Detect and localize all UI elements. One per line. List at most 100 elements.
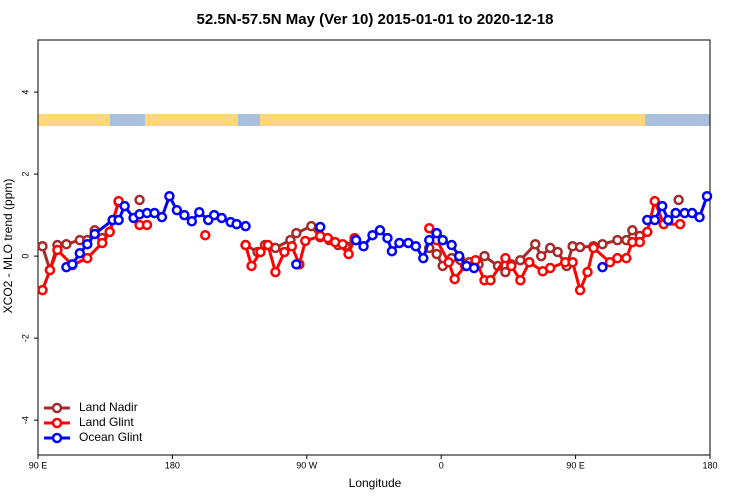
point <box>149 207 160 219</box>
point <box>374 225 386 236</box>
point <box>231 218 242 230</box>
point <box>262 239 274 251</box>
point <box>530 238 541 250</box>
point <box>382 232 393 244</box>
point <box>649 195 660 207</box>
point <box>673 194 684 206</box>
point <box>300 235 311 247</box>
point <box>701 190 713 202</box>
plot-frame <box>37 39 711 456</box>
point <box>634 236 646 248</box>
point <box>186 216 198 227</box>
point <box>642 226 653 238</box>
legend-marker <box>51 402 63 414</box>
point <box>286 241 298 252</box>
point <box>410 241 422 252</box>
point <box>424 222 435 234</box>
point <box>270 266 281 278</box>
legend-label: Land Nadir <box>79 400 138 414</box>
point <box>627 225 638 236</box>
x-tick-label: 90 E <box>29 460 48 470</box>
legend-label: Land Glint <box>79 415 134 429</box>
point <box>612 234 623 246</box>
point <box>386 245 398 257</box>
point <box>67 259 78 270</box>
point <box>431 248 442 260</box>
point <box>164 190 175 202</box>
point <box>588 242 599 254</box>
point <box>582 266 593 278</box>
point <box>424 234 435 246</box>
y-tick-label: -4 <box>20 416 30 424</box>
point <box>453 250 465 262</box>
point <box>485 275 496 286</box>
point <box>141 219 153 231</box>
point <box>240 220 251 232</box>
point <box>194 206 205 218</box>
point <box>240 239 251 251</box>
point <box>52 244 63 256</box>
point <box>431 227 442 239</box>
point <box>82 238 93 250</box>
point <box>506 260 517 272</box>
point <box>536 250 547 262</box>
point <box>612 252 623 264</box>
point <box>367 229 378 241</box>
point <box>500 252 511 264</box>
point <box>574 284 586 296</box>
y-tick-label: -2 <box>20 334 30 342</box>
y-tick-label: 4 <box>20 90 30 95</box>
point <box>255 246 266 258</box>
point <box>394 237 405 249</box>
point <box>134 194 145 206</box>
point <box>515 275 526 286</box>
point <box>113 214 124 226</box>
point <box>156 211 168 223</box>
point <box>337 238 348 250</box>
point <box>37 241 48 252</box>
point <box>216 212 227 224</box>
x-tick-label: 90 E <box>566 460 585 470</box>
point <box>279 246 290 258</box>
point <box>446 239 457 251</box>
point <box>44 264 56 276</box>
point <box>82 252 93 264</box>
point <box>656 200 668 212</box>
point <box>350 234 362 246</box>
y-tick-label: 2 <box>20 172 30 177</box>
point <box>179 209 190 221</box>
x-tick-label: 0 <box>439 460 444 470</box>
point <box>343 248 354 260</box>
point <box>552 246 563 258</box>
point <box>418 252 429 264</box>
point <box>291 227 302 239</box>
point <box>674 218 686 230</box>
point <box>597 261 608 273</box>
point <box>314 221 326 233</box>
point <box>61 238 72 250</box>
point <box>449 273 460 285</box>
point <box>200 229 211 241</box>
point <box>686 207 698 219</box>
point <box>96 237 108 249</box>
point <box>171 204 183 216</box>
point <box>694 211 705 223</box>
point <box>604 257 616 268</box>
point <box>544 262 556 274</box>
point <box>246 260 257 272</box>
legend-marker <box>51 432 63 444</box>
point <box>437 234 448 246</box>
point <box>322 232 333 244</box>
point <box>104 226 115 238</box>
point <box>443 257 454 268</box>
point <box>358 241 369 252</box>
point <box>89 228 100 240</box>
point <box>670 207 681 219</box>
point <box>574 241 586 253</box>
point <box>621 252 632 264</box>
chart-title: 52.5N-57.5N May (Ver 10) 2015-01-01 to 2… <box>197 11 554 28</box>
point <box>567 257 578 268</box>
point <box>306 220 317 232</box>
point <box>291 259 302 270</box>
